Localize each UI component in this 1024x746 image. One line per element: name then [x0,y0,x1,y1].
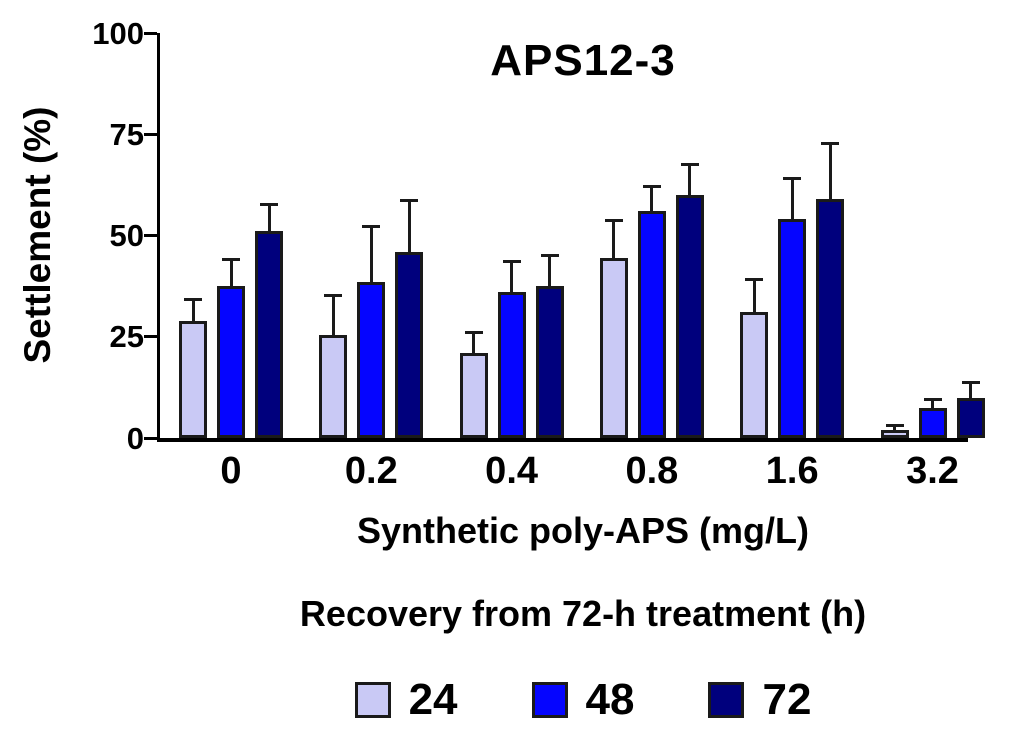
chart-title: APS12-3 [490,36,676,85]
bar-72h-1.6 [816,199,845,438]
error-bar-stem [407,199,411,254]
legend-title: Recovery from 72-h treatment (h) [299,593,867,634]
legend-label: 24 [408,675,458,724]
error-bar-stem [828,142,832,202]
error-bar-stem [267,203,271,234]
legend-swatch-48 [531,682,568,718]
y-axis-line [157,33,160,442]
error-bar-stem [931,397,934,410]
y-axis-tick [144,132,157,136]
bar-72h-3.2 [956,397,985,438]
bar-72h-0 [255,231,283,438]
legend-item-48: 48 [531,675,635,724]
error-bar-stem [752,278,756,315]
error-bar-stem [650,184,654,214]
error-bar [464,330,483,355]
legend-swatch-72 [708,682,745,718]
error-bar-stem [369,225,373,285]
error-bar-stem [612,219,616,260]
bar-24h-0 [179,320,207,438]
bar-24h-1.6 [740,312,769,438]
error-bar [260,203,278,234]
legend: 24 48 72 [160,675,1006,724]
error-bar [400,199,419,254]
bar-24h-0.4 [459,352,488,438]
error-bar-stem [229,257,233,289]
bar-72h-0.8 [675,195,704,438]
error-bar-stem [969,381,972,400]
bar-48h-0.8 [637,211,666,438]
bar-48h-0.4 [497,292,526,438]
error-bar-stem [790,176,794,222]
error-bar-stem [893,423,896,432]
legend-item-72: 72 [708,675,812,724]
bar-72h-0.2 [395,251,424,438]
error-bar-stem [472,330,476,355]
bar-24h-3.2 [880,429,909,438]
error-bar [961,381,980,400]
error-bar [680,162,699,197]
bar-48h-0.2 [357,282,386,438]
error-bar [885,423,904,432]
bar-24h-0.2 [319,334,348,438]
bar-72h-0.4 [535,286,564,438]
error-bar-stem [510,259,514,295]
error-bar-stem [191,298,195,323]
bar-48h-3.2 [918,407,947,438]
error-bar-stem [331,294,335,337]
y-tick-label: 0 [126,420,144,456]
legend-label: 72 [762,675,812,724]
y-tick-label: 75 [109,116,144,152]
error-bar [222,257,240,289]
error-bar-stem [548,253,552,289]
error-bar [642,184,661,214]
x-axis-line [157,438,968,442]
y-axis-tick [144,234,157,237]
x-axis-title: Synthetic poly-APS (mg/L) [356,510,810,551]
error-bar [783,176,802,222]
plot-area: 0 25 50 75 100 0 0.2 0.4 0.8 1.6 3.2 [92,18,1006,492]
legend-label: 48 [585,675,635,724]
x-tick-label: 1.6 [765,450,819,492]
x-tick-label: 0.8 [625,450,679,492]
x-tick-label: 0.2 [344,450,398,492]
error-bar-stem [688,162,692,197]
legend-item-24: 24 [354,675,458,724]
y-tick-label: 100 [92,15,144,51]
error-bar [821,142,840,202]
legend-swatch-24 [354,682,391,718]
y-axis-tick [144,335,157,339]
x-tick-label: 3.2 [906,450,959,492]
bar-24h-0.8 [599,257,628,438]
error-bar [923,397,942,410]
x-tick-label: 0.4 [485,450,539,492]
error-bar [324,294,343,337]
y-axis-tick [144,31,157,35]
bar-48h-1.6 [778,219,807,438]
error-bar [184,298,202,323]
error-bar [540,253,559,289]
error-bar [604,219,623,260]
error-bar [362,225,381,285]
y-tick-label: 50 [109,218,144,253]
bar-48h-0 [217,286,245,438]
error-bar [745,278,764,315]
error-bar [502,259,521,295]
y-tick-label: 25 [109,319,144,355]
y-axis-tick [144,436,157,440]
x-tick-label: 0 [220,450,242,492]
